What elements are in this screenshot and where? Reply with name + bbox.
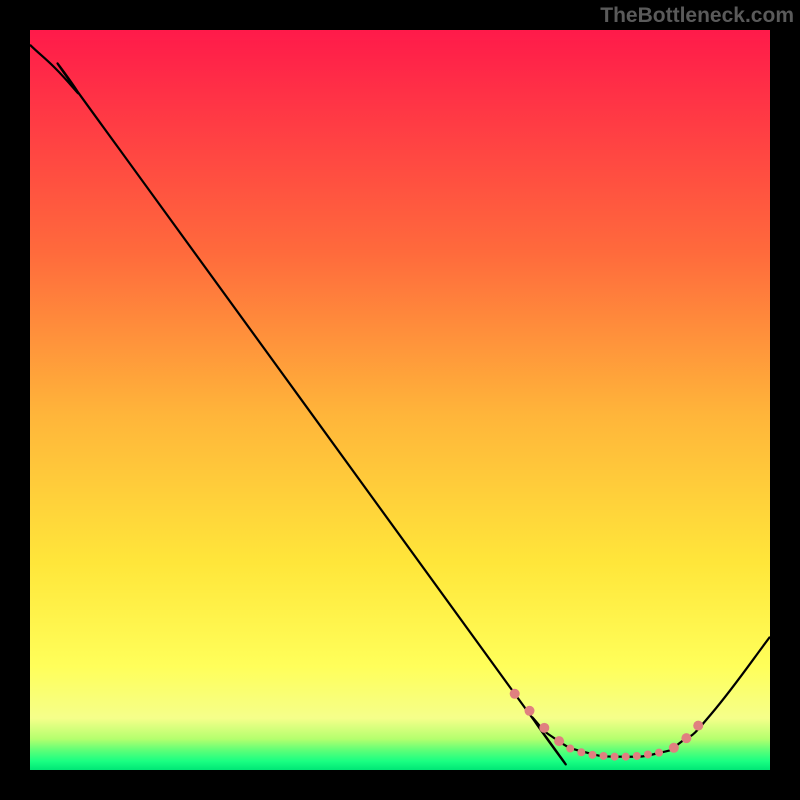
highlight-dot xyxy=(539,723,549,733)
highlight-dot xyxy=(693,721,703,731)
highlight-dot xyxy=(577,748,585,756)
highlight-dot xyxy=(633,752,641,760)
highlight-dot xyxy=(600,752,608,760)
gradient-background xyxy=(30,30,770,770)
highlight-dot xyxy=(655,749,663,757)
watermark-text: TheBottleneck.com xyxy=(600,4,794,28)
chart-container: TheBottleneck.com xyxy=(0,0,800,800)
highlight-dot xyxy=(525,706,535,716)
highlight-dot xyxy=(622,753,630,761)
highlight-dot xyxy=(588,751,596,759)
highlight-dot xyxy=(644,750,652,758)
highlight-dot xyxy=(566,745,574,753)
highlight-dot xyxy=(681,733,691,743)
highlight-dot xyxy=(669,743,679,753)
highlight-dot xyxy=(611,753,619,761)
plot-svg xyxy=(30,30,770,770)
highlight-dot xyxy=(554,736,564,746)
highlight-dot xyxy=(510,689,520,699)
